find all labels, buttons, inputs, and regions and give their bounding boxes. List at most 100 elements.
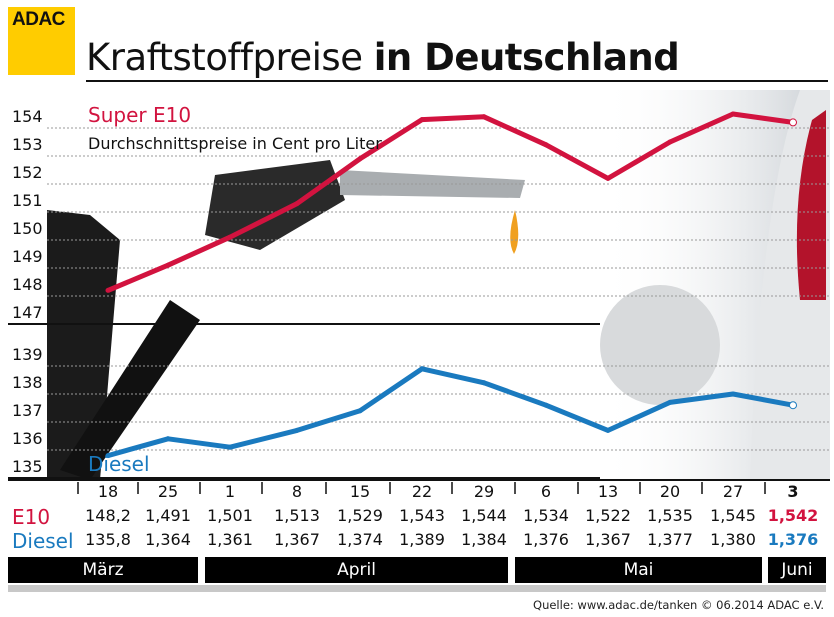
title-light: Kraftstoffpreise xyxy=(86,36,363,79)
y-tick-label: 136 xyxy=(12,429,43,448)
data-point xyxy=(105,453,111,459)
e10-cell: 1,534 xyxy=(523,506,569,525)
e10-cell: 148,2 xyxy=(85,506,131,525)
data-point xyxy=(227,444,233,450)
e10-cell: 1,529 xyxy=(337,506,383,525)
y-tick-label: 147 xyxy=(12,303,43,322)
price-chart: 147148149150151152153154135136137138139 … xyxy=(8,90,830,494)
y-tick-label: 138 xyxy=(12,373,43,392)
y-tick-label: 152 xyxy=(12,163,43,182)
data-point xyxy=(294,427,300,433)
data-point xyxy=(730,111,736,117)
data-point xyxy=(543,402,549,408)
data-point xyxy=(419,366,425,372)
car-taillight xyxy=(796,110,826,300)
diesel-cell: 1,389 xyxy=(399,530,445,549)
data-point xyxy=(481,114,487,120)
diesel-cell: 1,376 xyxy=(767,530,819,549)
diesel-cell: 1,376 xyxy=(523,530,569,549)
e10-row-label: E10 xyxy=(12,505,51,529)
data-point xyxy=(419,117,425,123)
source-footer: Quelle: www.adac.de/tanken © 06.2014 ADA… xyxy=(533,598,824,612)
data-point xyxy=(357,156,363,162)
diesel-cell: 135,8 xyxy=(85,530,131,549)
dates-cell: 22 xyxy=(411,482,433,501)
y-tick-label: 135 xyxy=(12,457,43,476)
y-tick-label: 137 xyxy=(12,401,43,420)
month-mai: Mai xyxy=(515,557,762,583)
y-tick-label: 150 xyxy=(12,219,43,238)
data-point xyxy=(294,201,300,207)
dates-cell: 27 xyxy=(722,482,744,501)
dates-cell: 25 xyxy=(157,482,179,501)
page-title: Kraftstoffpreise in Deutschland xyxy=(86,36,680,80)
diesel-cell: 1,384 xyxy=(461,530,507,549)
y-tick-label: 154 xyxy=(12,107,43,126)
y-tick-label: 139 xyxy=(12,345,43,364)
dates-cell: 3 xyxy=(787,482,799,501)
data-point xyxy=(667,399,673,405)
diesel-cell: 1,364 xyxy=(145,530,191,549)
data-point xyxy=(667,139,673,145)
data-point xyxy=(105,287,111,293)
data-point xyxy=(165,262,171,268)
diesel-row: Diesel 135,8 1,364 1,361 1,367 1,374 1,389 1,3… xyxy=(0,530,834,552)
data-point xyxy=(165,436,171,442)
diesel-cell: 1,374 xyxy=(337,530,383,549)
chart-subtitle: Durchschnittspreise in Cent pro Liter xyxy=(88,134,382,153)
month-maerz: März xyxy=(8,557,198,583)
data-point xyxy=(730,391,736,397)
e10-cell: 1,522 xyxy=(585,506,631,525)
y-tick-label: 148 xyxy=(12,275,43,294)
title-bold: in Deutschland xyxy=(373,36,680,79)
month-juni: Juni xyxy=(768,557,826,583)
series-line-diesel xyxy=(107,366,794,459)
dates-cell: 8 xyxy=(291,482,303,501)
title-rule xyxy=(86,80,828,82)
data-point xyxy=(789,118,797,127)
dates-cell: 18 xyxy=(97,482,119,501)
data-point xyxy=(357,408,363,414)
diesel-cell: 1,367 xyxy=(274,530,320,549)
fuel-hose xyxy=(60,300,200,480)
dates-cell: 29 xyxy=(473,482,495,501)
series-line-e10 xyxy=(107,111,794,293)
data-point xyxy=(605,427,611,433)
diesel-cell: 1,377 xyxy=(647,530,693,549)
y-tick-label: 149 xyxy=(12,247,43,266)
e10-cell: 1,545 xyxy=(710,506,756,525)
dates-cell: 1 xyxy=(224,482,236,501)
diesel-cell: 1,380 xyxy=(710,530,756,549)
e10-cell: 1,543 xyxy=(399,506,445,525)
e10-cell: 1,501 xyxy=(207,506,253,525)
adac-logo: ADAC xyxy=(8,7,75,75)
dates-cell: 20 xyxy=(659,482,681,501)
e10-cell: 1,535 xyxy=(647,506,693,525)
data-point xyxy=(789,401,797,410)
data-point xyxy=(543,142,549,148)
diesel-row-label: Diesel xyxy=(12,529,74,553)
logo-text: ADAC xyxy=(12,9,65,30)
month-april: April xyxy=(205,557,508,583)
series-label-diesel: Diesel xyxy=(88,452,150,476)
e10-row: E10 148,2 1,491 1,501 1,513 1,529 1,543 1,544 1… xyxy=(0,506,834,528)
grey-bar xyxy=(8,585,826,592)
y-tick-label: 153 xyxy=(12,135,43,154)
dates-cell: 15 xyxy=(349,482,371,501)
e10-cell: 1,544 xyxy=(461,506,507,525)
fuel-drop-icon xyxy=(510,210,519,254)
data-point xyxy=(605,175,611,181)
series-label-e10: Super E10 xyxy=(88,103,191,127)
fuel-cap-icon xyxy=(600,285,720,405)
dates-cell: 13 xyxy=(597,482,619,501)
data-point xyxy=(481,380,487,386)
e10-cell: 1,491 xyxy=(145,506,191,525)
diesel-cell: 1,361 xyxy=(207,530,253,549)
data-point xyxy=(227,234,233,240)
e10-cell: 1,513 xyxy=(274,506,320,525)
nozzle-handle xyxy=(205,160,345,250)
e10-cell: 1,542 xyxy=(767,506,819,525)
diesel-cell: 1,367 xyxy=(585,530,631,549)
y-tick-label: 151 xyxy=(12,191,43,210)
dates-cell: 6 xyxy=(540,482,552,501)
